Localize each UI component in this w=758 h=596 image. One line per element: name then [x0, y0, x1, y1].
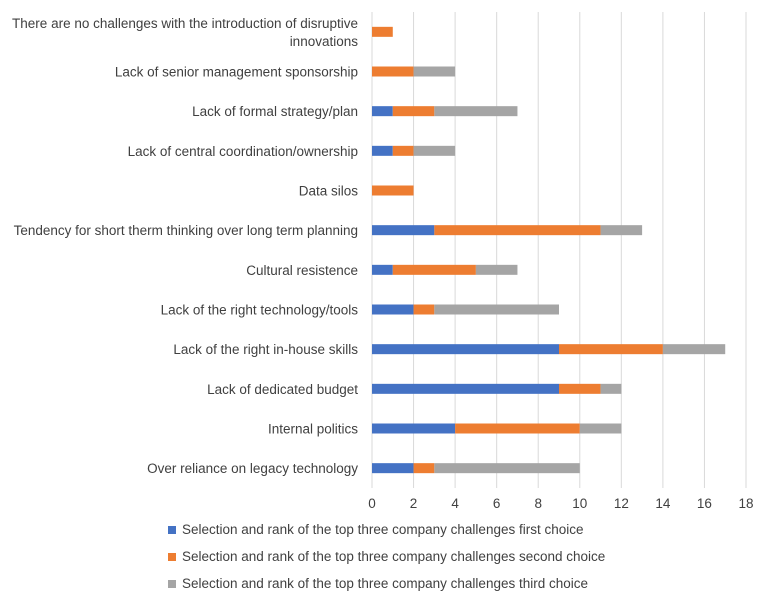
legend-swatch: [168, 580, 176, 588]
x-tick-label: 4: [451, 496, 459, 511]
bar-segment-series-1: [372, 304, 414, 315]
category-label: Lack of the right technology/tools: [161, 303, 359, 318]
bar-segment-series-2: [392, 145, 414, 156]
legend-label: Selection and rank of the top three comp…: [182, 576, 588, 591]
x-axis-tick-labels: 0 2 4 6 8 10 12 14 16 18: [368, 496, 753, 511]
bar-segment-series-1: [372, 463, 414, 474]
bar-segment-series-2: [372, 26, 393, 37]
bar-segment-series-3: [413, 66, 456, 77]
legend-swatch: [168, 553, 176, 561]
x-tick-label: 16: [697, 496, 712, 511]
bar-segment-series-2: [392, 264, 476, 275]
bar-segment-series-2: [559, 383, 601, 394]
category-label: Tendency for short therm thinking over l…: [14, 223, 358, 238]
category-label: Lack of formal strategy/plan: [192, 104, 358, 119]
bar-segment-series-3: [434, 463, 580, 474]
bar-segment-series-1: [372, 423, 456, 434]
bar-segment-series-2: [372, 185, 414, 196]
bar-segment-series-3: [600, 383, 622, 394]
legend-swatch: [168, 526, 176, 534]
bar-segment-series-2: [392, 106, 435, 117]
category-label: Lack of central coordination/ownership: [128, 144, 358, 159]
bar-segment-series-2: [559, 344, 663, 355]
bar-segment-series-1: [372, 383, 559, 394]
bar-segment-series-1: [372, 344, 559, 355]
x-tick-label: 8: [534, 496, 542, 511]
x-tick-label: 6: [493, 496, 501, 511]
bar-segment-series-3: [579, 423, 622, 434]
category-label: Internal politics: [268, 422, 358, 437]
bar-segment-series-1: [372, 106, 393, 117]
x-tick-label: 0: [368, 496, 376, 511]
category-label: Cultural resistence: [246, 263, 358, 278]
bar-segment-series-2: [413, 304, 435, 315]
bar-segment-series-3: [475, 264, 518, 275]
category-label: Over reliance on legacy technology: [147, 461, 358, 476]
bar-segment-series-2: [434, 225, 601, 236]
legend: Selection and rank of the top three comp…: [168, 522, 605, 591]
bar-segment-series-2: [372, 66, 414, 77]
x-tick-label: 18: [738, 496, 753, 511]
bars: [372, 26, 726, 474]
bar-segment-series-1: [372, 225, 435, 236]
x-tick-label: 14: [655, 496, 671, 511]
bar-segment-series-2: [455, 423, 580, 434]
category-label: Lack of senior management sponsorship: [115, 65, 358, 80]
category-label: Lack of dedicated budget: [207, 382, 358, 397]
bar-segment-series-3: [434, 304, 559, 315]
bar-segment-series-3: [600, 225, 643, 236]
category-label: There are no challenges with the introdu…: [12, 16, 358, 49]
bar-segment-series-1: [372, 264, 393, 275]
category-labels: There are no challenges with the introdu…: [12, 16, 358, 476]
bar-segment-series-2: [413, 463, 435, 474]
x-tick-label: 2: [410, 496, 418, 511]
gridlines: [371, 12, 747, 488]
category-label: Data silos: [299, 184, 359, 199]
legend-label: Selection and rank of the top three comp…: [182, 549, 605, 564]
bar-segment-series-3: [434, 106, 518, 117]
bar-segment-series-3: [413, 145, 456, 156]
x-tick-label: 10: [572, 496, 587, 511]
x-tick-label: 12: [614, 496, 629, 511]
bar-segment-series-3: [662, 344, 726, 355]
category-label: Lack of the right in-house skills: [173, 342, 358, 357]
bar-segment-series-1: [372, 145, 393, 156]
legend-label: Selection and rank of the top three comp…: [182, 522, 584, 537]
